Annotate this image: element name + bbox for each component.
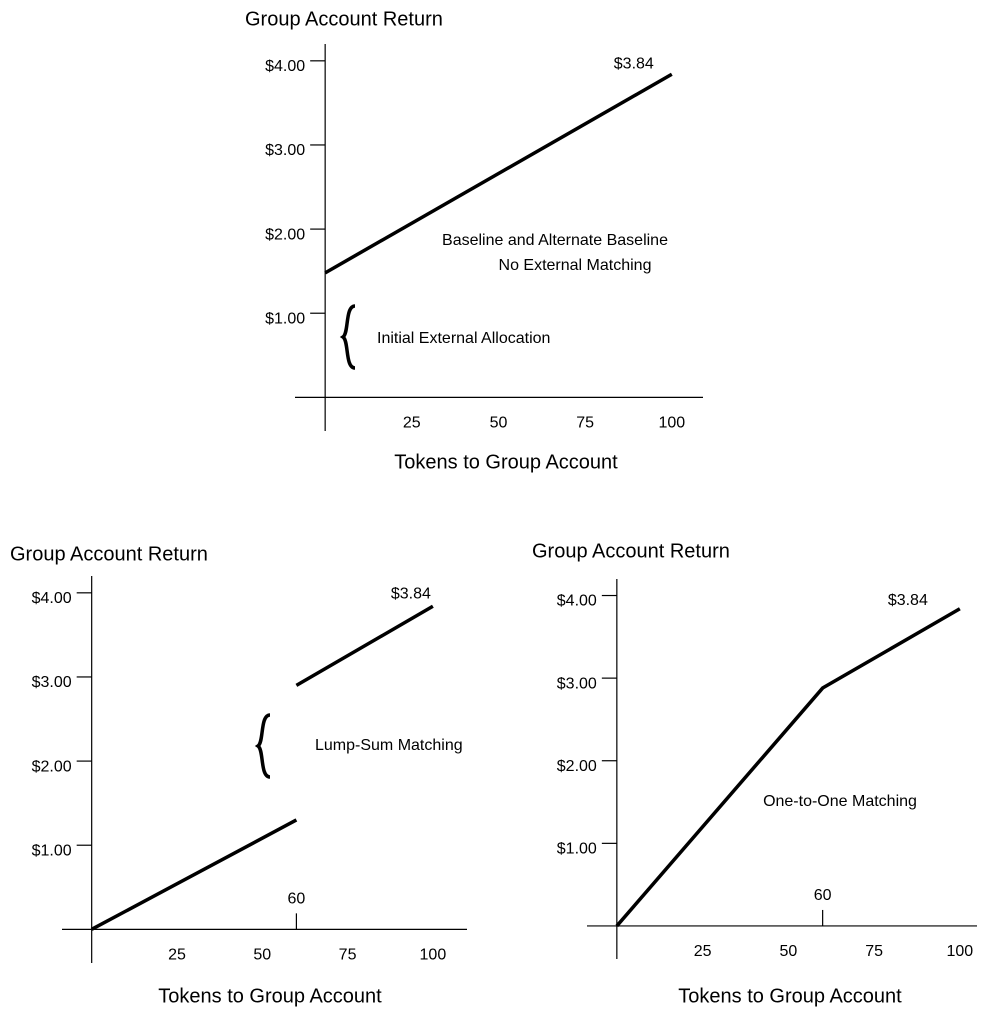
x-tick-label: 50 — [779, 943, 797, 960]
x-axis-label: Tokens to Group Account — [678, 985, 902, 1007]
chart-title: Group Account Return — [532, 540, 730, 562]
x-tick-label: 75 — [339, 947, 357, 964]
x-tick-label: 50 — [253, 947, 271, 964]
x-marker-label: 60 — [288, 891, 306, 908]
x-axis-label: Tokens to Group Account — [394, 451, 618, 473]
x-tick-label: 100 — [946, 943, 973, 960]
data-line — [324, 72, 673, 275]
y-tick-label: $3.00 — [265, 142, 305, 159]
y-tick-label: $1.00 — [32, 842, 72, 859]
value-label: $3.84 — [614, 56, 654, 73]
y-tick-label: $3.00 — [557, 675, 597, 692]
y-tick-label: $2.00 — [32, 758, 72, 775]
brace — [254, 713, 271, 779]
data-line — [90, 604, 434, 931]
data-line — [615, 607, 961, 928]
y-tick-label: $1.00 — [265, 310, 305, 327]
y-tick-label: $4.00 — [265, 58, 305, 75]
y-tick-label: $4.00 — [557, 593, 597, 610]
x-marker-label: 60 — [814, 887, 832, 904]
value-label: $3.84 — [888, 592, 928, 609]
annotation: Baseline and Alternate Baseline — [442, 232, 668, 249]
x-tick-label: 75 — [576, 415, 594, 432]
annotation: One-to-One Matching — [763, 793, 917, 810]
x-tick-label: 50 — [490, 415, 508, 432]
brace — [339, 304, 356, 370]
x-tick-label: 100 — [658, 415, 685, 432]
y-tick-label: $2.00 — [557, 758, 597, 775]
chart-title: Group Account Return — [10, 543, 208, 565]
y-tick-label: $2.00 — [265, 226, 305, 243]
y-tick-label: $4.00 — [32, 590, 72, 607]
x-tick-label: 100 — [420, 947, 447, 964]
annotation: No External Matching — [499, 257, 652, 274]
annotation: Initial External Allocation — [377, 330, 550, 347]
chart-title: Group Account Return — [245, 8, 443, 30]
x-axis-label: Tokens to Group Account — [158, 985, 382, 1007]
x-tick-label: 75 — [865, 943, 883, 960]
value-label: $3.84 — [391, 586, 431, 603]
y-tick-label: $3.00 — [32, 674, 72, 691]
x-tick-label: 25 — [403, 415, 421, 432]
annotation: Lump-Sum Matching — [315, 737, 463, 754]
x-tick-label: 25 — [168, 947, 186, 964]
x-tick-label: 25 — [694, 943, 712, 960]
y-tick-label: $1.00 — [557, 841, 597, 858]
